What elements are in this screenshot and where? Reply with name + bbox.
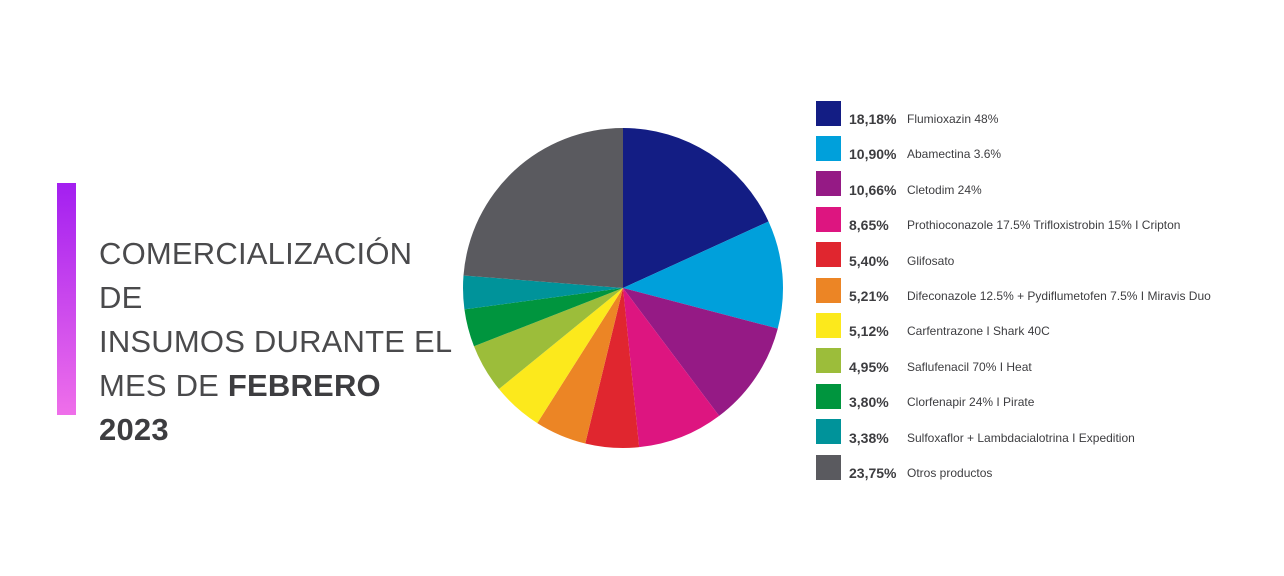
legend-swatch <box>816 312 841 338</box>
title-line-3: MES DE FEBRERO 2023 <box>99 364 459 452</box>
pie-slice <box>623 128 769 288</box>
legend-percentage: 4,95% <box>849 358 889 375</box>
legend-percentage: 5,21% <box>849 288 889 304</box>
legend-swatch <box>816 277 841 303</box>
legend-swatch <box>816 348 841 374</box>
pie-slice <box>537 288 623 444</box>
legend-percentage: 3,80% <box>849 394 889 411</box>
pie-slice <box>473 288 623 390</box>
legend-percentage: 8,65% <box>849 217 889 234</box>
legend-label: Flumioxazin 48% <box>907 112 999 126</box>
pie-slice <box>464 288 623 347</box>
legend-item: 3,38% Sulfoxaflor + Lambdacialotrina I Ex… <box>816 419 1276 446</box>
legend-swatch <box>816 419 841 445</box>
legend-item: 23,75% Otros productos <box>816 454 1276 481</box>
legend-label: Abamectina 3.6% <box>907 147 1002 162</box>
pie-slice <box>462 275 623 310</box>
legend-item: 18,18% Flumioxazin 48% <box>816 100 1276 127</box>
legend-percentage: 3,38% <box>849 429 889 446</box>
legend-item: 4,95% Saflufenacil 70% I Heat <box>816 348 1276 375</box>
legend-percentage: 23,75% <box>849 465 897 481</box>
legend-item: 5,12% Carfentrazone I Shark 40C <box>816 312 1276 340</box>
legend-label: Otros productos <box>907 466 993 480</box>
legend-swatch <box>816 135 841 161</box>
legend-item: 5,21% Difeconazole 12.5% + Pydiflumetofen… <box>816 277 1276 304</box>
legend-label: Cletodim 24% <box>907 182 982 197</box>
legend-swatch <box>816 383 841 409</box>
legend-label: Prothioconazole 17.5% Trifloxistrobin 15… <box>907 218 1181 233</box>
legend-percentage: 5,12% <box>849 323 889 340</box>
legend-label: Glifosato <box>907 253 955 268</box>
legend-item: 10,66% Cletodim 24% <box>816 171 1276 198</box>
pie-slice <box>623 288 720 448</box>
legend-label: Sulfoxaflor + Lambdacialotrina I Expedit… <box>907 430 1135 445</box>
legend-label: Clorfenapir 24% I Pirate <box>907 395 1035 410</box>
legend-swatch <box>816 206 841 232</box>
accent-bar <box>57 183 76 415</box>
legend-swatch <box>816 100 841 126</box>
pie-slice <box>623 288 778 416</box>
legend-item: 5,40% Glifosato <box>816 242 1276 269</box>
legend-label: Difeconazole 12.5% + Pydiflumetofen 7.5%… <box>907 289 1211 303</box>
legend-swatch <box>816 171 841 197</box>
pie-slice <box>585 288 640 448</box>
legend-item: 10,90% Abamectina 3.6% <box>816 135 1276 163</box>
legend-swatch <box>816 454 841 480</box>
legend-item: 3,80% Clorfenapir 24% I Pirate <box>816 383 1276 411</box>
legend-percentage: 5,40% <box>849 252 889 269</box>
legend-percentage: 10,66% <box>849 181 897 198</box>
chart-title: COMERCIALIZACIÓN DE INSUMOS DURANTE EL M… <box>99 232 459 452</box>
legend-percentage: 18,18% <box>849 111 897 127</box>
legend-label: Carfentrazone I Shark 40C <box>907 324 1050 339</box>
pie-slice <box>623 221 783 329</box>
title-line-3-bold: FEBRERO 2023 <box>99 368 381 447</box>
title-line-1: COMERCIALIZACIÓN DE <box>99 236 413 315</box>
title-line-3-prefix: MES DE <box>99 368 228 403</box>
legend-percentage: 10,90% <box>849 146 897 163</box>
title-line-2: INSUMOS DURANTE EL <box>99 324 453 359</box>
legend-swatch <box>816 242 841 268</box>
legend-item: 8,65% Prothioconazole 17.5% Trifloxistrob… <box>816 206 1276 234</box>
legend-label: Saflufenacil 70% I Heat <box>907 359 1032 374</box>
pie-slice <box>498 288 623 424</box>
pie-slice <box>463 128 623 288</box>
